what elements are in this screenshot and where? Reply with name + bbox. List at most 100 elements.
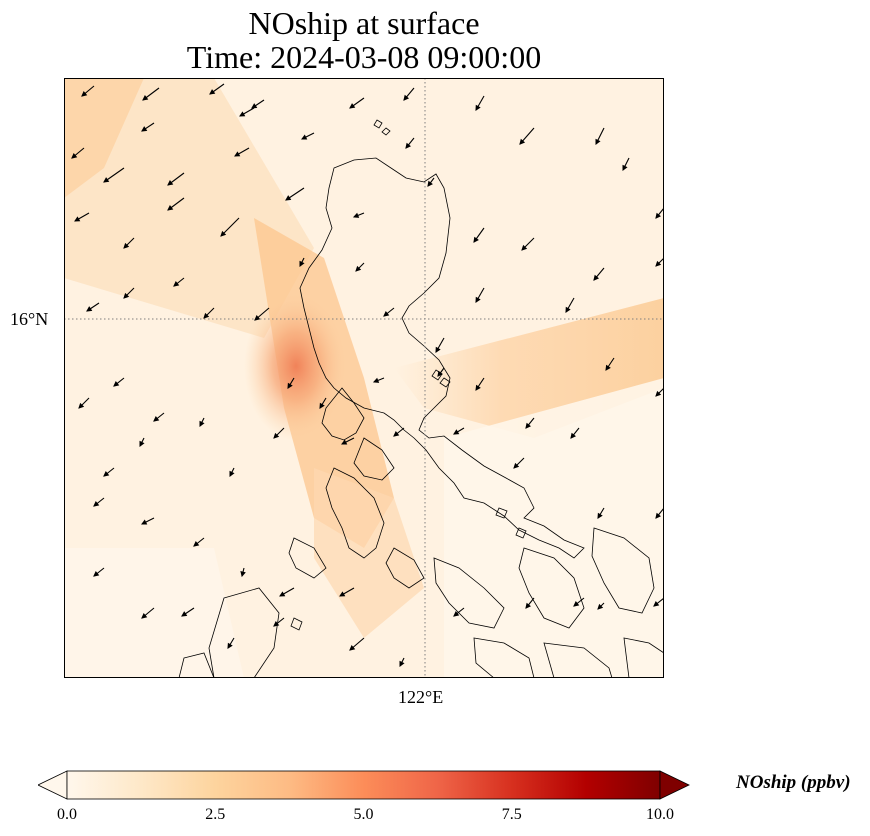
colorbar-tick-label: 7.5 — [501, 806, 522, 823]
wind-vector-head — [167, 205, 174, 211]
wind-vector-head — [405, 142, 412, 149]
wind-vector-head — [153, 415, 160, 422]
wind-vector-head — [565, 306, 571, 313]
coast-islet-7 — [290, 617, 303, 631]
title-line-2: Time: 2024-03-08 09:00:00 — [186, 39, 542, 75]
wind-vector-head — [597, 512, 603, 519]
wind-vector-head — [193, 540, 200, 547]
colorbar-tick-label: 5.0 — [353, 806, 374, 823]
field-upper-left-strong — [64, 78, 144, 198]
wind-vector-head — [655, 260, 662, 267]
wind-vectors — [64, 83, 664, 668]
wind-vector-head — [300, 134, 308, 140]
wind-vector-head — [78, 402, 85, 409]
wind-vector-head — [254, 314, 261, 321]
wind-vector-head — [173, 280, 180, 287]
wind-vector-head — [352, 212, 360, 218]
wind-vector-head — [427, 180, 433, 187]
coast-islet-4 — [439, 377, 451, 388]
coast-island-7 — [543, 642, 613, 678]
wind-vector-head — [655, 212, 662, 219]
coast-islet-2 — [381, 127, 391, 136]
wind-vector-head — [475, 296, 481, 303]
wind-vector-head — [81, 90, 88, 97]
wind-vector-head — [437, 370, 443, 377]
wind-vector-head — [349, 644, 356, 651]
map-canvas — [64, 78, 664, 678]
wind-vector-head — [525, 422, 532, 429]
colorbar-tick-label: 10.0 — [646, 806, 674, 823]
figure-title: NOship at surface Time: 2024-03-08 09:00… — [64, 6, 664, 74]
wind-vector-head — [597, 603, 604, 610]
coastlines — [178, 119, 664, 678]
wind-vector-head — [622, 164, 628, 172]
wind-vector-head — [393, 430, 400, 437]
wind-vector-head — [273, 620, 280, 627]
wind-vector-head — [605, 364, 611, 371]
field-low-southwest — [64, 548, 244, 678]
wind-vector-head — [593, 274, 600, 281]
coast-islet-5 — [495, 507, 508, 519]
wind-vector-head — [570, 432, 577, 439]
field-upper-left — [64, 78, 314, 338]
wind-vector-head — [355, 265, 362, 272]
coast-island-3 — [433, 557, 505, 629]
wind-vector-head — [525, 602, 532, 609]
colorbar-graphic — [38, 770, 690, 800]
wind-vector-head — [199, 420, 205, 428]
wind-vector-head — [287, 382, 293, 389]
title-line-1: NOship at surface — [248, 5, 480, 41]
wind-vector-head — [139, 440, 145, 448]
wind-vector-head — [519, 138, 526, 145]
map-panel — [64, 78, 664, 678]
wind-vector-head — [473, 236, 479, 243]
longitude-tick-label: 122°E — [398, 687, 444, 707]
wind-vector-head — [240, 570, 246, 578]
coast-island-5 — [591, 527, 655, 614]
coast-island-6 — [473, 637, 535, 678]
coast-peninsula-south — [325, 467, 385, 559]
wind-vector-head — [141, 612, 148, 619]
wind-vector-head — [339, 591, 346, 597]
wind-vector-head — [453, 429, 460, 435]
colorbar-tick-label: 0.0 — [57, 806, 77, 823]
wind-vector-head — [383, 310, 390, 317]
wind-vector-head — [475, 384, 481, 391]
wind-vector-head — [399, 660, 405, 668]
coast-islet-1 — [373, 119, 383, 129]
wind-vector-head — [653, 600, 660, 607]
wind-vector-head — [251, 103, 258, 109]
wind-vector-head — [521, 244, 528, 251]
wind-vector-head — [655, 390, 662, 397]
wind-vector-head — [285, 195, 292, 201]
wind-vector-head — [655, 512, 662, 519]
wind-vector-head — [229, 470, 235, 478]
wind-vector-head — [513, 462, 520, 469]
wind-vector-head — [209, 89, 216, 95]
wind-vector-head — [181, 611, 188, 617]
colorbar-ticks: 0.0 2.5 5.0 7.5 10.0 — [0, 806, 870, 830]
wind-vector-head — [93, 500, 100, 507]
wind-vector-head — [103, 470, 110, 477]
gridlines — [64, 78, 664, 678]
wind-vector-head — [403, 94, 410, 101]
coast-island-9 — [178, 652, 215, 678]
wind-vector-head — [273, 432, 280, 439]
colorbar-min-extension — [38, 770, 68, 800]
wind-vector-head — [123, 292, 130, 299]
coast-island-1 — [288, 537, 327, 579]
wind-vector-head — [167, 180, 174, 186]
wind-vector-head — [203, 312, 210, 319]
wind-vector-head — [71, 152, 78, 159]
coast-bay-1 — [321, 387, 365, 441]
colorbar-tick-label: 2.5 — [205, 806, 226, 823]
coast-mindoro — [208, 587, 280, 678]
wind-vector-head — [595, 138, 601, 146]
coast-island-4 — [518, 547, 585, 629]
concentration-field — [64, 78, 664, 678]
wind-vector-head — [453, 610, 460, 617]
luzon-coastline — [299, 157, 585, 559]
wind-vector-head — [435, 346, 441, 353]
wind-vector-head — [86, 306, 93, 312]
wind-vector-head — [340, 439, 348, 445]
